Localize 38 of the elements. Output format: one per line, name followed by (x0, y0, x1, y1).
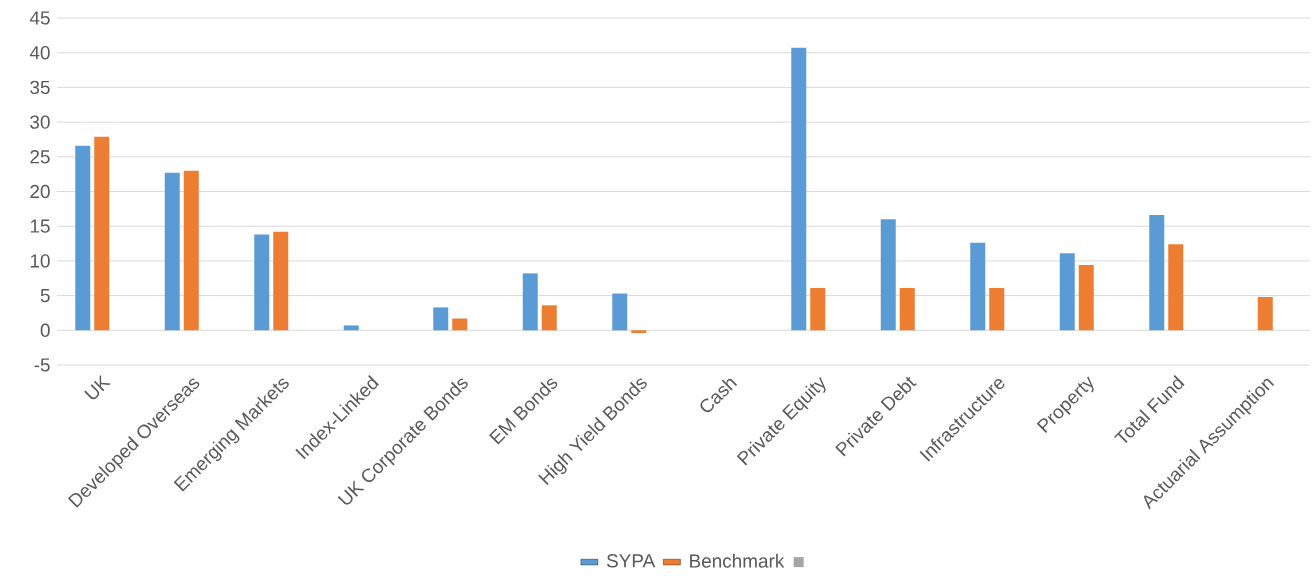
legend-label: Benchmark (690, 553, 785, 568)
bar (164, 172, 180, 331)
bar (631, 330, 647, 334)
y-tick-label: 25 (30, 150, 50, 164)
y-tick-label: 15 (30, 219, 50, 233)
bar (452, 318, 468, 331)
bar (880, 219, 896, 331)
bar (541, 305, 557, 331)
y-tick-label: 30 (30, 115, 50, 129)
bar (273, 231, 289, 331)
bar (522, 273, 538, 331)
y-tick-label: 5 (40, 289, 50, 303)
bar (810, 287, 826, 331)
x-tick-label: UK (84, 374, 111, 400)
bar (1149, 215, 1165, 331)
bar (343, 325, 359, 331)
bar (183, 170, 199, 331)
bar (1059, 253, 1075, 331)
bar (791, 47, 807, 331)
y-tick-label: 35 (30, 80, 50, 95)
bar (433, 307, 449, 331)
y-tick-label: 0 (40, 323, 50, 337)
bar (1257, 296, 1273, 331)
legend-label: SYPA (606, 554, 656, 568)
bar (970, 242, 986, 331)
y-tick-label: -5 (34, 358, 50, 372)
y-tick-label: 45 (29, 11, 50, 25)
bar (75, 145, 91, 331)
y-tick-label: 20 (30, 184, 50, 199)
bar (899, 287, 915, 331)
bar (1168, 244, 1184, 331)
bar (94, 136, 110, 331)
bar (1078, 265, 1094, 331)
bar (254, 234, 270, 331)
y-tick-label: 40 (29, 46, 50, 60)
bar (989, 287, 1005, 331)
y-tick-label: 10 (30, 254, 50, 268)
bar (612, 293, 628, 331)
